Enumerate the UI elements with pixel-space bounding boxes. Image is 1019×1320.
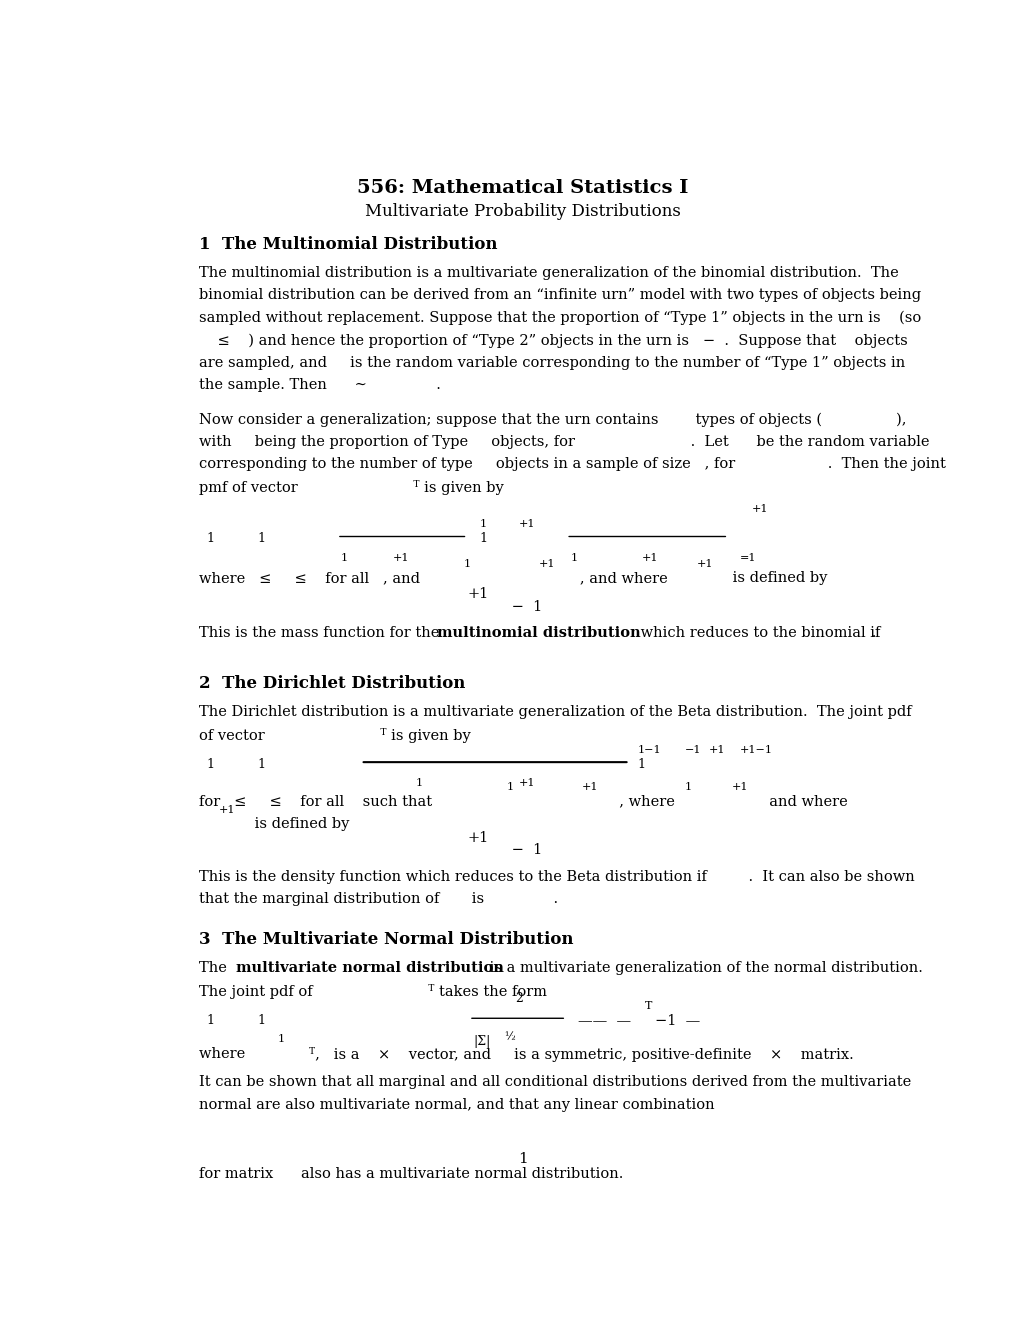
Text: multinomial distribution: multinomial distribution xyxy=(437,626,640,640)
Text: pmf of vector                         ᵀ is given by: pmf of vector ᵀ is given by xyxy=(199,479,503,495)
Text: +1: +1 xyxy=(519,519,535,529)
Text: 1: 1 xyxy=(340,553,347,562)
Text: |Σ|: |Σ| xyxy=(473,1035,490,1048)
Text: 1: 1 xyxy=(258,758,266,771)
Text: 1: 1 xyxy=(206,532,214,545)
Text: 1: 1 xyxy=(463,558,470,569)
Text: 1  The Multinomial Distribution: 1 The Multinomial Distribution xyxy=(199,236,496,252)
Text: multivariate normal distribution: multivariate normal distribution xyxy=(235,961,503,975)
Text: +1: +1 xyxy=(708,744,725,755)
Text: ——  —: —— — xyxy=(578,1014,640,1028)
Text: binomial distribution can be derived from an “infinite urn” model with two types: binomial distribution can be derived fro… xyxy=(199,289,920,302)
Text: , and where: , and where xyxy=(566,572,681,585)
Text: normal are also multivariate normal, and that any linear combination: normal are also multivariate normal, and… xyxy=(199,1097,713,1111)
Text: +1: +1 xyxy=(218,805,234,814)
Text: corresponding to the number of type     objects in a sample of size   , for     : corresponding to the number of type obje… xyxy=(199,457,945,471)
Text: +1: +1 xyxy=(732,783,748,792)
Text: The multinomial distribution is a multivariate generalization of the binomial di: The multinomial distribution is a multiv… xyxy=(199,267,898,280)
Text: +1: +1 xyxy=(538,558,554,569)
Text: with     being the proportion of Type     objects, for                         .: with being the proportion of Type object… xyxy=(199,434,928,449)
Text: −1: −1 xyxy=(684,744,701,755)
Text: 1: 1 xyxy=(479,519,486,529)
Text: which reduces to the binomial if: which reduces to the binomial if xyxy=(635,626,879,640)
Text: that the marginal distribution of       is               .: that the marginal distribution of is . xyxy=(199,892,557,907)
Text: +1: +1 xyxy=(392,553,409,562)
Text: 1: 1 xyxy=(206,1014,214,1027)
Text: for matrix      also has a multivariate normal distribution.: for matrix also has a multivariate norma… xyxy=(199,1167,623,1180)
Text: The Dirichlet distribution is a multivariate generalization of the Beta distribu: The Dirichlet distribution is a multivar… xyxy=(199,705,910,719)
Text: 556: Mathematical Statistics I: 556: Mathematical Statistics I xyxy=(357,178,688,197)
Text: 1−1: 1−1 xyxy=(637,744,660,755)
Text: 1: 1 xyxy=(684,783,691,792)
Text: 1: 1 xyxy=(416,779,423,788)
Text: The joint pdf of                         ᵀ takes the form: The joint pdf of ᵀ takes the form xyxy=(199,983,546,999)
Text: +1: +1 xyxy=(467,587,488,602)
Text: Now consider a generalization; suppose that the urn contains        types of obj: Now consider a generalization; suppose t… xyxy=(199,413,905,426)
Text: 1: 1 xyxy=(570,553,577,562)
Text: This is the mass function for the: This is the mass function for the xyxy=(199,626,443,640)
Text: for   ≤     ≤    for all    such that: for ≤ ≤ for all such that xyxy=(199,795,440,809)
Text: where: where xyxy=(199,1047,277,1061)
Text: sampled without replacement. Suppose that the proportion of “Type 1” objects in : sampled without replacement. Suppose tha… xyxy=(199,312,920,325)
Text: 1: 1 xyxy=(258,1014,266,1027)
Text: −1  —: −1 — xyxy=(654,1014,699,1028)
Text: are sampled, and     is the random variable corresponding to the number of “Type: are sampled, and is the random variable … xyxy=(199,355,904,370)
Text: +1: +1 xyxy=(696,558,712,569)
Text: It can be shown that all marginal and all conditional distributions derived from: It can be shown that all marginal and al… xyxy=(199,1076,910,1089)
Text: 1: 1 xyxy=(479,532,487,545)
Text: Multivariate Probability Distributions: Multivariate Probability Distributions xyxy=(365,203,680,220)
Text: 1: 1 xyxy=(258,532,266,545)
Text: +1: +1 xyxy=(467,832,488,845)
Text: ≤    ) and hence the proportion of “Type 2” objects in the urn is   −  .  Suppos: ≤ ) and hence the proportion of “Type 2”… xyxy=(199,333,907,347)
Text: +1: +1 xyxy=(582,783,598,792)
Text: the sample. Then      ∼               .: the sample. Then ∼ . xyxy=(199,378,440,392)
Text: −  1: − 1 xyxy=(506,843,542,858)
Text: and where: and where xyxy=(759,795,847,809)
Text: .: . xyxy=(844,626,876,640)
Text: −  1: − 1 xyxy=(506,599,542,614)
Text: T: T xyxy=(645,1001,652,1011)
Text: 2  The Dirichlet Distribution: 2 The Dirichlet Distribution xyxy=(199,675,465,692)
Text: where   ≤     ≤    for all   , and: where ≤ ≤ for all , and xyxy=(199,572,428,585)
Text: of vector                         ᵀ is given by: of vector ᵀ is given by xyxy=(199,727,470,743)
Text: is defined by: is defined by xyxy=(250,817,350,832)
Text: 1: 1 xyxy=(206,758,214,771)
Text: 1: 1 xyxy=(277,1034,284,1044)
Text: ᵀ,   is a    ×    vector, and     is a symmetric, positive-definite    ×    matr: ᵀ, is a × vector, and is a symmetric, po… xyxy=(309,1047,853,1061)
Text: This is the density function which reduces to the Beta distribution if         .: This is the density function which reduc… xyxy=(199,870,913,884)
Text: 1: 1 xyxy=(506,783,514,792)
Text: +1: +1 xyxy=(519,779,535,788)
Text: 2: 2 xyxy=(515,991,522,1005)
Text: =1: =1 xyxy=(740,553,756,562)
Text: is a multivariate generalization of the normal distribution.: is a multivariate generalization of the … xyxy=(484,961,922,975)
Text: +1: +1 xyxy=(641,553,657,562)
Text: 1: 1 xyxy=(518,1152,527,1167)
Text: is defined by: is defined by xyxy=(728,572,826,585)
Text: ½: ½ xyxy=(503,1032,514,1043)
Text: +1: +1 xyxy=(751,504,767,513)
Text: 1: 1 xyxy=(637,758,645,771)
Text: 3  The Multivariate Normal Distribution: 3 The Multivariate Normal Distribution xyxy=(199,931,573,948)
Text: , where: , where xyxy=(609,795,688,809)
Text: +1−1: +1−1 xyxy=(740,744,772,755)
Text: The: The xyxy=(199,961,231,975)
